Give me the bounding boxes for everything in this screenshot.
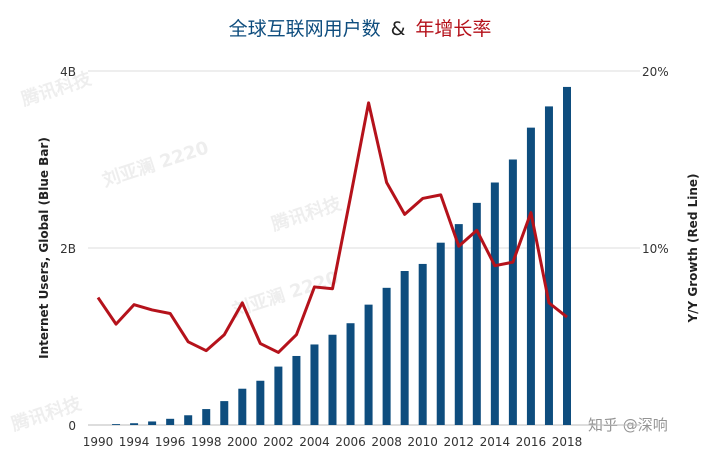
bar	[364, 304, 373, 425]
bar	[274, 366, 283, 425]
x-tick-label: 2010	[407, 435, 438, 449]
bar	[292, 355, 301, 425]
left-tick-label: 2B	[60, 242, 76, 256]
left-tick-label: 0	[68, 419, 76, 433]
left-tick-label: 4B	[60, 65, 76, 79]
left-axis-label: Internet Users, Global (Blue Bar)	[37, 137, 51, 359]
x-tick-label: 1990	[83, 435, 114, 449]
right-axis-label: Y/Y Growth (Red Line)	[686, 173, 700, 323]
x-tick-label: 2016	[516, 435, 547, 449]
x-tick-label: 2000	[227, 435, 258, 449]
title-amp: &	[390, 18, 406, 40]
bar	[508, 159, 517, 425]
bar	[328, 334, 337, 425]
bar	[382, 287, 391, 425]
chart-title: 全球互联网用户数 & 年增长率	[0, 14, 720, 41]
bar	[220, 401, 229, 425]
bar	[490, 182, 499, 425]
bar	[346, 323, 355, 425]
bar	[130, 423, 139, 425]
bar	[238, 388, 247, 425]
bar	[310, 344, 319, 425]
x-tick-label: 2002	[263, 435, 294, 449]
bar	[148, 421, 157, 425]
x-tick-label: 2004	[299, 435, 330, 449]
x-tick-label: 1996	[155, 435, 186, 449]
bar	[256, 380, 265, 425]
title-users: 全球互联网用户数	[228, 18, 381, 40]
bar	[563, 86, 571, 426]
title-growth: 年增长率	[415, 18, 492, 40]
x-tick-label: 2018	[552, 435, 583, 449]
bar	[184, 415, 193, 425]
bar	[112, 424, 121, 425]
right-tick-label: 10%	[642, 242, 669, 256]
x-tick-label: 2006	[335, 435, 366, 449]
bar	[400, 271, 409, 425]
right-tick-label: 20%	[642, 65, 669, 79]
bar	[544, 106, 553, 426]
x-tick-label: 2014	[480, 435, 511, 449]
x-tick-label: 1998	[191, 435, 222, 449]
x-tick-label: 2008	[371, 435, 402, 449]
bar	[526, 127, 535, 425]
bar	[472, 202, 481, 425]
bar	[436, 242, 445, 425]
bar	[454, 224, 463, 425]
x-tick-label: 1994	[119, 435, 150, 449]
bar	[202, 409, 211, 425]
bar	[418, 263, 427, 425]
bar	[166, 418, 175, 425]
x-tick-label: 2012	[443, 435, 474, 449]
